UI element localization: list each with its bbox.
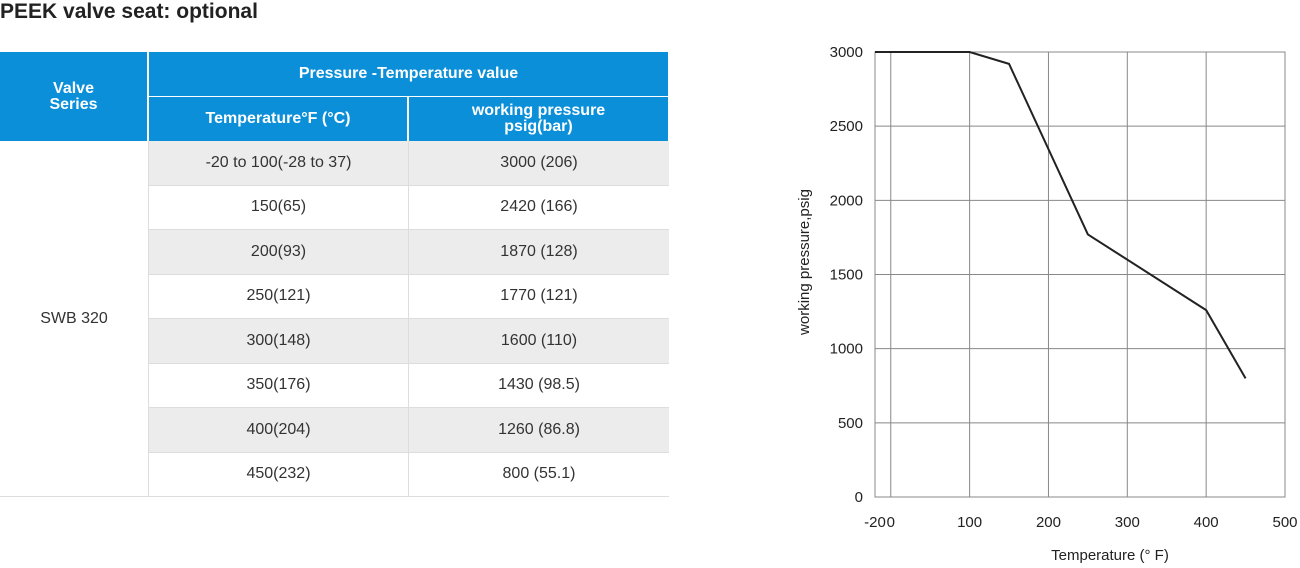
x-tick-label: 200 bbox=[1036, 514, 1061, 531]
table-cell: 800 (55.1) bbox=[409, 452, 669, 497]
table-cell: 400(204) bbox=[149, 408, 409, 453]
table-cell: 300(148) bbox=[149, 319, 409, 364]
table-cell: SWB 320 bbox=[0, 141, 149, 497]
page-title: PEEK valve seat: optional bbox=[0, 0, 258, 23]
line bbox=[875, 51, 1247, 379]
x-tick-label: -20 bbox=[864, 514, 886, 531]
table-cell: 1260 (86.8) bbox=[409, 408, 669, 453]
header-cell: working pressure psig(bar) bbox=[409, 97, 668, 141]
table-cell: 1430 (98.5) bbox=[409, 363, 669, 408]
header-cell: Valve Series bbox=[0, 52, 148, 141]
x-tick-label: 100 bbox=[957, 514, 982, 531]
table-cell: 450(232) bbox=[149, 452, 409, 497]
table-cell: 3000 (206) bbox=[409, 141, 669, 186]
table-cell: 1600 (110) bbox=[409, 319, 669, 364]
y-tick-label: 1500 bbox=[830, 267, 863, 284]
table-cell: 1870 (128) bbox=[409, 230, 669, 275]
header-cell: Pressure -Temperature value bbox=[149, 52, 668, 97]
x-tick-label: 300 bbox=[1115, 514, 1140, 531]
y-tick-label: 0 bbox=[855, 489, 863, 506]
y-tick-label: 2000 bbox=[830, 192, 863, 209]
y-axis-label: working pressure,psig bbox=[796, 189, 813, 336]
y-tick-label: 1000 bbox=[830, 341, 863, 358]
x-tick-label: 400 bbox=[1194, 514, 1219, 531]
table-cell: 150(65) bbox=[149, 185, 409, 230]
y-tick-label: 3000 bbox=[830, 44, 863, 61]
x-tick-label: 0 bbox=[887, 514, 895, 531]
x-tick-label: 500 bbox=[1272, 514, 1297, 531]
table-cell: -20 to 100(-28 to 37) bbox=[149, 141, 409, 186]
y-tick-label: 2500 bbox=[830, 118, 863, 135]
table-cell: 350(176) bbox=[149, 363, 409, 408]
y-tick-label: 500 bbox=[838, 415, 863, 432]
header-cell: Temperature°F (°C) bbox=[149, 97, 408, 141]
table-cell: 200(93) bbox=[149, 230, 409, 275]
table-cell: 250(121) bbox=[149, 274, 409, 319]
table-cell: 1770 (121) bbox=[409, 274, 669, 319]
table-cell: 2420 (166) bbox=[409, 185, 669, 230]
x-axis-label: Temperature (° F) bbox=[1051, 547, 1169, 564]
